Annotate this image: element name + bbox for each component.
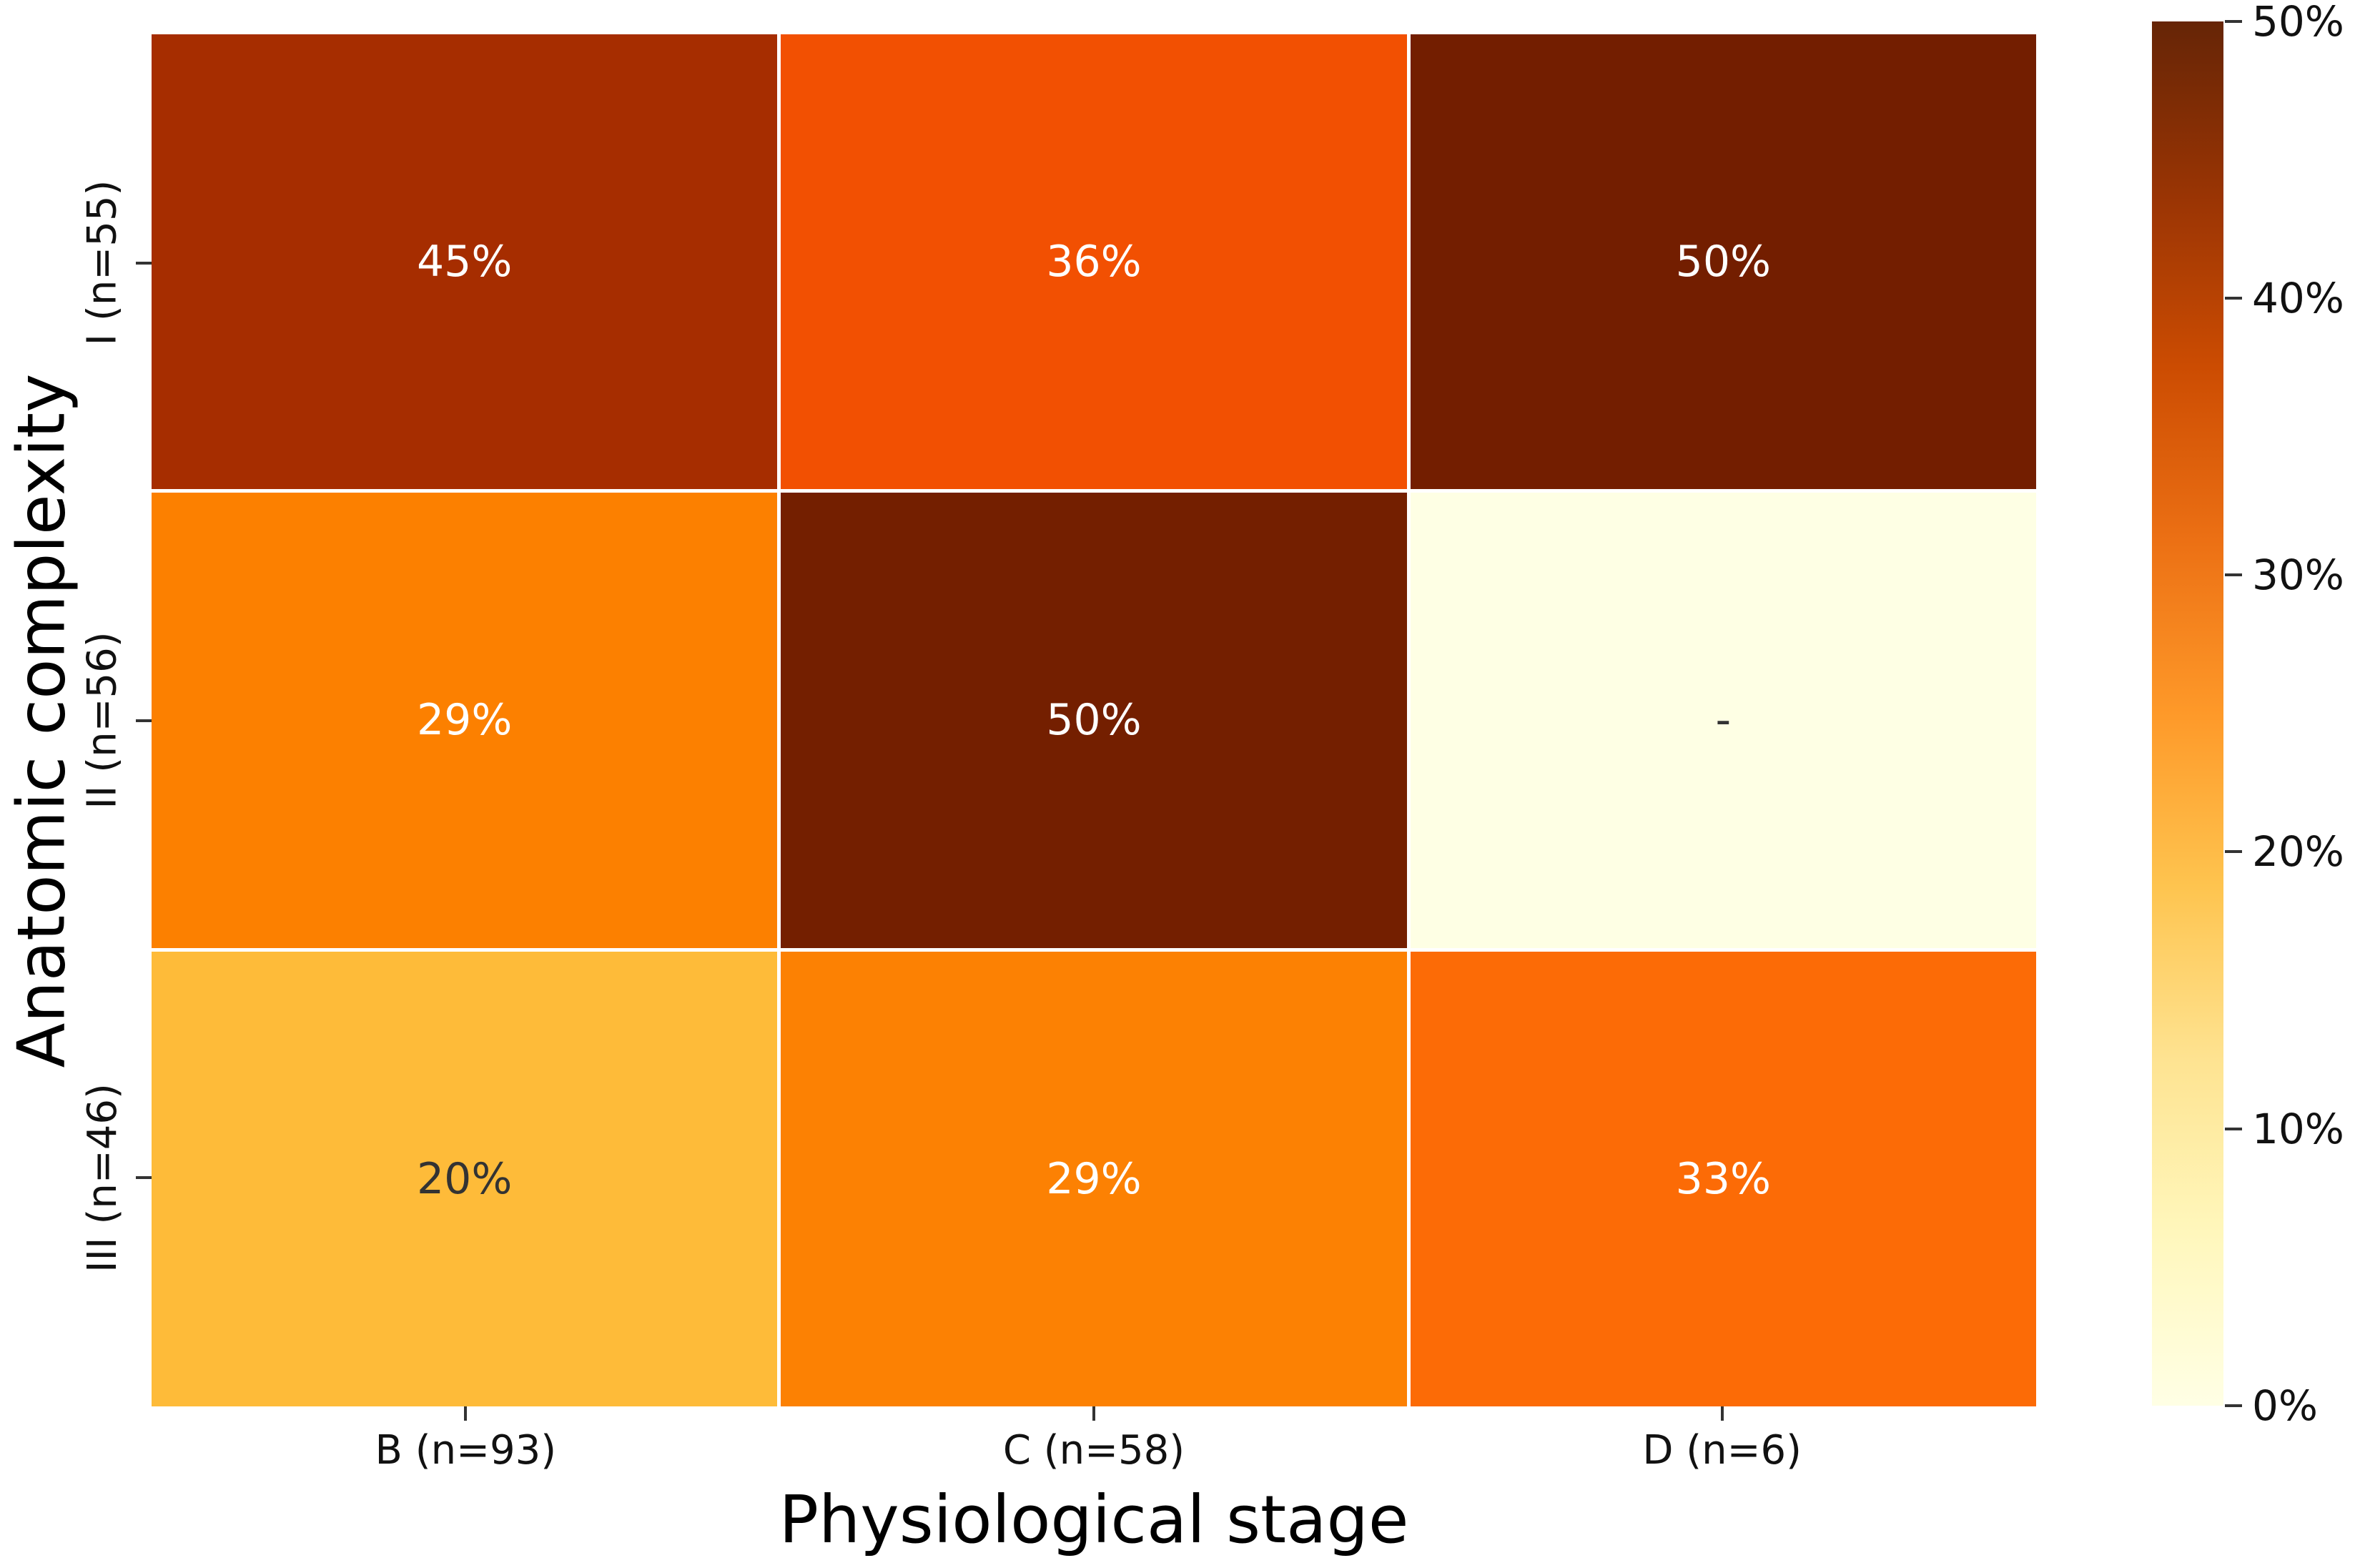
y-tick-mark [136, 719, 152, 722]
y-tick-label: III (n=46) [79, 1083, 126, 1273]
heatmap-cell-I-B: 45% [152, 34, 778, 490]
x-tick-mark [1721, 1406, 1724, 1421]
y-axis-tick-labels: I (n=55) II (n=56) III (n=46) [71, 34, 133, 1406]
x-axis-tick-labels: B (n=93) C (n=58) D (n=6) [152, 1427, 2036, 1474]
x-tick-label: D (n=6) [1642, 1427, 1802, 1474]
y-tick-label: I (n=55) [79, 179, 126, 346]
colorbar-tick: 0% [2225, 1385, 2318, 1426]
x-tick-label: C (n=58) [1002, 1427, 1185, 1474]
colorbar-tick-label: 0% [2252, 1381, 2319, 1430]
cell-value: 50% [1675, 237, 1771, 287]
colorbar-tick-mark [2225, 1128, 2242, 1130]
colorbar-tick-mark [2225, 850, 2242, 853]
heatmap-cell-I-C: 36% [781, 34, 1407, 490]
cell-value: 50% [1046, 695, 1142, 746]
colorbar-tick-label: 50% [2252, 0, 2344, 46]
heatmap-cell-II-C: 50% [781, 493, 1407, 948]
x-axis-title: Physiological stage [779, 1481, 1409, 1558]
heatmap-cell-II-B: 29% [152, 493, 778, 948]
x-tick-mark [464, 1406, 467, 1421]
cell-value: 29% [1046, 1153, 1142, 1204]
colorbar-tick: 20% [2225, 831, 2344, 872]
cell-value: 29% [416, 695, 513, 746]
y-tick-row-1: I (n=55) [71, 34, 133, 492]
colorbar-tick: 10% [2225, 1108, 2344, 1150]
colorbar-tick-mark [2225, 20, 2242, 23]
heatmap-cell-III-D: 33% [1410, 951, 2036, 1406]
colorbar-tick-label: 20% [2252, 827, 2344, 876]
heatmap-cell-I-D: 50% [1410, 34, 2036, 490]
colorbar-tick-mark [2225, 297, 2242, 300]
heatmap-grid: 45% 36% 50% 29% 50% - 20% 29% 33% [152, 34, 2036, 1406]
x-tick-mark [1092, 1406, 1095, 1421]
cell-value: 20% [416, 1153, 513, 1204]
colorbar-gradient [2152, 21, 2223, 1406]
heatmap-cell-II-D: - [1410, 493, 2036, 948]
colorbar-tick-mark [2225, 573, 2242, 576]
y-tick-label: II (n=56) [79, 631, 126, 809]
x-tick-label: B (n=93) [375, 1427, 557, 1474]
y-tick-mark [136, 1176, 152, 1179]
colorbar-tick: 40% [2225, 277, 2344, 319]
colorbar-tick-label: 10% [2252, 1105, 2344, 1153]
colorbar-tick-mark [2225, 1404, 2242, 1407]
y-tick-row-2: II (n=56) [71, 492, 133, 950]
y-axis-title: Anatomic complexity [3, 373, 80, 1068]
colorbar-tick: 30% [2225, 554, 2344, 596]
cell-value: 45% [416, 237, 513, 287]
cell-value: 33% [1675, 1153, 1771, 1204]
y-tick-mark [136, 262, 152, 265]
y-tick-row-3: III (n=46) [71, 949, 133, 1406]
colorbar-tick-label: 30% [2252, 551, 2344, 599]
heatmap-cell-III-B: 20% [152, 951, 778, 1406]
heatmap-cell-III-C: 29% [781, 951, 1407, 1406]
cell-value: - [1715, 695, 1732, 746]
colorbar-tick-label: 40% [2252, 274, 2344, 322]
cell-value: 36% [1046, 237, 1142, 287]
colorbar-tick: 50% [2225, 1, 2344, 42]
